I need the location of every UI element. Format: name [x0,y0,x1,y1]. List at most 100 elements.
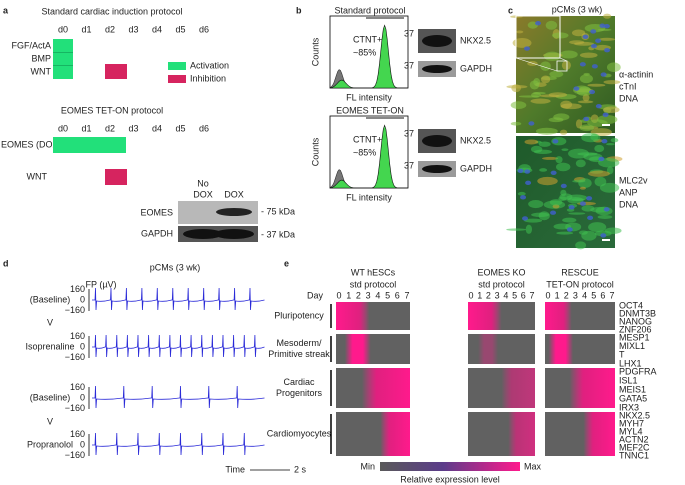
fp-trace [92,432,265,456]
blot-band [214,229,254,239]
tick-label: 0 [80,439,85,449]
nucleus [599,23,606,28]
cell-signal [531,212,550,217]
stain-label: MLC2v [619,175,648,185]
cell-signal [595,206,613,216]
gene-label: DNMT3B [619,308,656,318]
nucleus [524,46,531,51]
nucleus [568,205,575,210]
tick-label: −160 [65,305,85,315]
nucleus [579,62,586,67]
day-label: 5 [512,290,517,300]
tick-label: −160 [65,450,85,460]
fp-trace [92,287,265,311]
row-label: EOMES (DOX) [1,139,62,149]
cell-signal [603,80,621,85]
day-label: 6 [600,290,605,300]
cell-signal [599,182,620,193]
panel-label: c [508,5,513,15]
cell-signal [517,191,526,196]
day-label: 6 [521,290,526,300]
day-label: 7 [404,290,409,300]
day-label: 3 [366,290,371,300]
gene-label: PDGFRA [619,366,657,376]
nucleus [603,207,610,212]
gate-percent: ~85% [353,147,376,157]
cell-signal [590,133,599,141]
stain-label: ANP [619,187,638,197]
row-label: Cardiac [283,377,315,387]
row-label: Progenitors [276,388,323,398]
day-label: 7 [609,290,614,300]
legend-swatch [168,75,186,83]
cell-signal [579,124,595,132]
cell-signal [579,186,586,190]
day-label: d5 [175,24,185,34]
cell-signal [538,141,551,147]
nucleus [591,64,598,69]
zoom-line [515,57,558,72]
day-label: 1 [555,290,560,300]
row-label: Primitive streak [268,349,330,359]
lane-label: DOX [193,189,213,199]
nucleus [590,29,597,34]
day-label: d2 [105,123,115,133]
gene-label: NKX2.5 [619,410,650,420]
activation-block [53,137,126,153]
gate-label: CTNT+ [353,34,382,44]
cell-signal [535,127,558,135]
lane-label: No [197,178,209,188]
size-marker: 37 [404,60,414,70]
cell-signal [577,152,598,156]
gate-label: CTNT+ [353,134,382,144]
gene-label: MEF2C [619,442,650,452]
gate-percent: ~85% [353,47,376,57]
size-marker: - 75 kDa [261,206,295,216]
nucleus [524,169,531,174]
size-marker: - 37 kDa [261,229,295,239]
cell-signal [556,162,571,172]
panel-label: b [296,5,302,15]
heatmap-signal [468,302,502,330]
cell-signal [571,29,586,37]
gene-label: LHX1 [619,358,642,368]
cell-signal [569,40,585,45]
tick-label: 160 [70,284,85,294]
cell-signal [575,241,587,250]
nucleus [517,168,524,174]
heatmap-signal [583,412,615,456]
day-label: d3 [128,24,138,34]
cell-signal [579,74,593,84]
heatmap-signal [508,412,535,456]
nucleus [535,21,542,26]
gene-label: NANOG [619,316,652,326]
day-label: d2 [105,24,115,34]
cell-signal [597,215,613,219]
row-label: WNT [27,171,48,181]
row-label: FGF/ActA [11,40,51,50]
cell-signal [533,149,553,155]
nucleus [602,112,609,118]
cell-signal [524,218,543,223]
panel-label: d [3,258,9,268]
scale-title: Relative expression level [400,474,500,484]
separator: V [47,317,53,327]
tick-label: 0 [80,341,85,351]
nucleus [583,116,590,122]
day-label: d0 [58,123,68,133]
heatmap-signal [478,334,499,364]
nucleus [598,156,605,162]
day-label: d4 [152,24,162,34]
heatmap-signal [569,368,615,408]
day-label: 0 [468,290,473,300]
activation-block [53,39,73,79]
nucleus [600,72,607,77]
nucleus [595,103,602,109]
plot-frame [329,115,409,189]
stain-label: DNA [619,93,638,103]
cell-signal [540,75,551,84]
zoom-line [559,57,568,62]
plot-title: Standard protocol [334,5,405,15]
cell-signal [587,83,606,87]
